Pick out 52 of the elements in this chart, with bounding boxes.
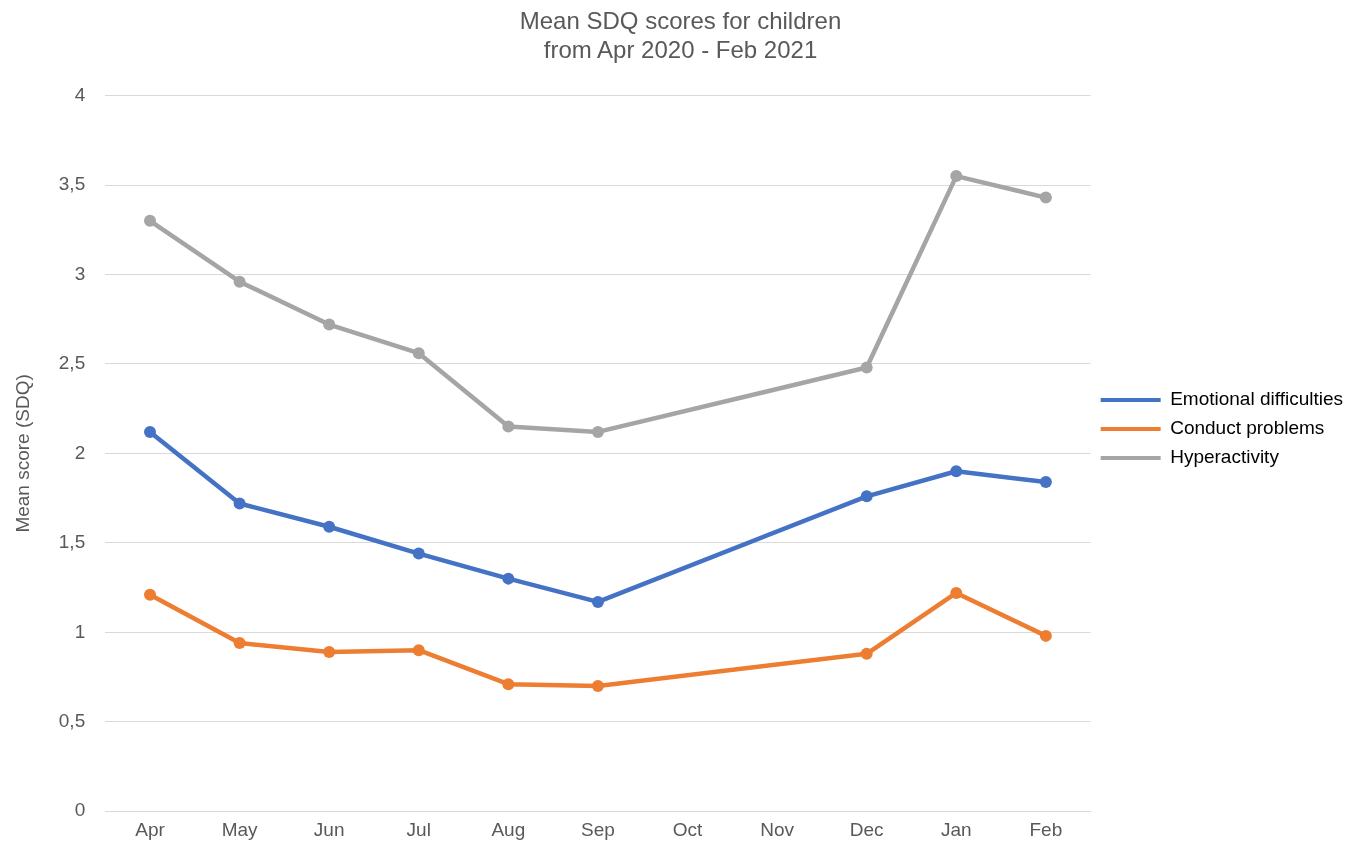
- y-axis-title: Mean score (SDQ): [11, 374, 33, 533]
- x-tick-label: Jul: [406, 818, 431, 840]
- x-tick-label: Jan: [940, 818, 972, 840]
- point: [412, 347, 425, 360]
- point: [1039, 629, 1052, 642]
- y-tick-label: 3: [74, 262, 86, 284]
- x-tick-label: Jun: [313, 818, 345, 840]
- point: [1039, 191, 1052, 204]
- point: [323, 318, 336, 331]
- point: [323, 520, 336, 533]
- point: [591, 595, 604, 608]
- point: [502, 572, 515, 585]
- point: [860, 647, 873, 660]
- x-tick-label: Dec: [849, 818, 884, 840]
- y-tick-label: 1: [74, 620, 86, 642]
- point: [323, 645, 336, 658]
- x-tick-label: Sep: [581, 818, 615, 840]
- y-tick-label: 3,5: [58, 173, 86, 195]
- point: [591, 679, 604, 692]
- x-tick-label: Aug: [491, 818, 526, 840]
- chart-title: Mean SDQ scores for children from Apr 2020 - Feb 2021: [519, 7, 842, 63]
- y-tick-label: 0: [74, 799, 86, 821]
- point: [233, 637, 246, 650]
- legend-label: Conduct problems: [1170, 417, 1325, 439]
- point: [144, 214, 157, 227]
- x-tick-label: Nov: [760, 818, 795, 840]
- legend-label: Hyperactivity: [1170, 446, 1280, 468]
- point: [591, 425, 604, 438]
- x-tick-label: May: [221, 818, 259, 840]
- y-tick-label: 0,5: [58, 709, 86, 731]
- point: [144, 425, 157, 438]
- point: [950, 586, 963, 599]
- point: [233, 275, 246, 288]
- y-tick-label: 4: [74, 83, 86, 105]
- y-tick-label: 2: [74, 441, 86, 463]
- point: [502, 420, 515, 433]
- point: [860, 490, 873, 503]
- point: [860, 361, 873, 374]
- x-tick-label: Feb: [1029, 818, 1063, 840]
- legend-label: Emotional difficulties: [1170, 388, 1344, 410]
- x-tick-label: Oct: [672, 818, 704, 840]
- point: [412, 644, 425, 657]
- point: [950, 465, 963, 478]
- point: [412, 547, 425, 560]
- point: [502, 678, 515, 691]
- point: [233, 497, 246, 510]
- y-tick-label: 2,5: [58, 352, 86, 374]
- x-tick-label: Apr: [135, 818, 166, 840]
- point: [1039, 476, 1052, 489]
- y-tick-label: 1,5: [58, 531, 86, 553]
- point: [950, 170, 963, 183]
- point: [144, 588, 157, 601]
